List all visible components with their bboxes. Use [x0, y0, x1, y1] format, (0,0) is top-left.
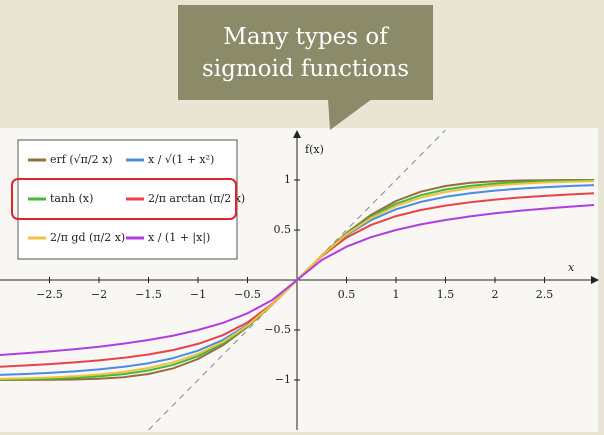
series-line: [0, 204, 595, 356]
x-axis-label: x: [568, 261, 575, 274]
y-tick-label: −0.5: [264, 323, 291, 336]
x-tick-label: 1.5: [437, 288, 455, 301]
x-tick-label: −2.5: [36, 288, 63, 301]
callout-pointer: [328, 99, 372, 130]
y-tick-label: −1: [275, 373, 291, 386]
legend-label: x / √(1 + x²): [148, 153, 214, 166]
legend-label: 2/π arctan (π/2 x): [148, 192, 245, 205]
y-tick-label: 0.5: [274, 223, 292, 236]
y-tick-label: 1: [284, 173, 291, 186]
x-tick-label: −1.5: [135, 288, 162, 301]
y-axis-label: f(x): [305, 143, 324, 156]
callout: Many types of sigmoid functions: [178, 5, 433, 100]
highlight-box: [11, 178, 237, 220]
x-tick-label: 2: [492, 288, 499, 301]
x-tick-label: 2.5: [536, 288, 554, 301]
legend-label: tanh (x): [50, 192, 93, 205]
x-tick-label: 1: [393, 288, 400, 301]
legend-label: erf (√π/2 x): [50, 153, 113, 166]
x-tick-label: −2: [91, 288, 107, 301]
legend-label: x / (1 + |x|): [148, 231, 210, 245]
x-tick-label: −1: [190, 288, 206, 301]
x-tick-label: 0.5: [338, 288, 356, 301]
legend-label: 2/π gd (π/2 x): [50, 231, 125, 244]
x-tick-label: −0.5: [234, 288, 261, 301]
